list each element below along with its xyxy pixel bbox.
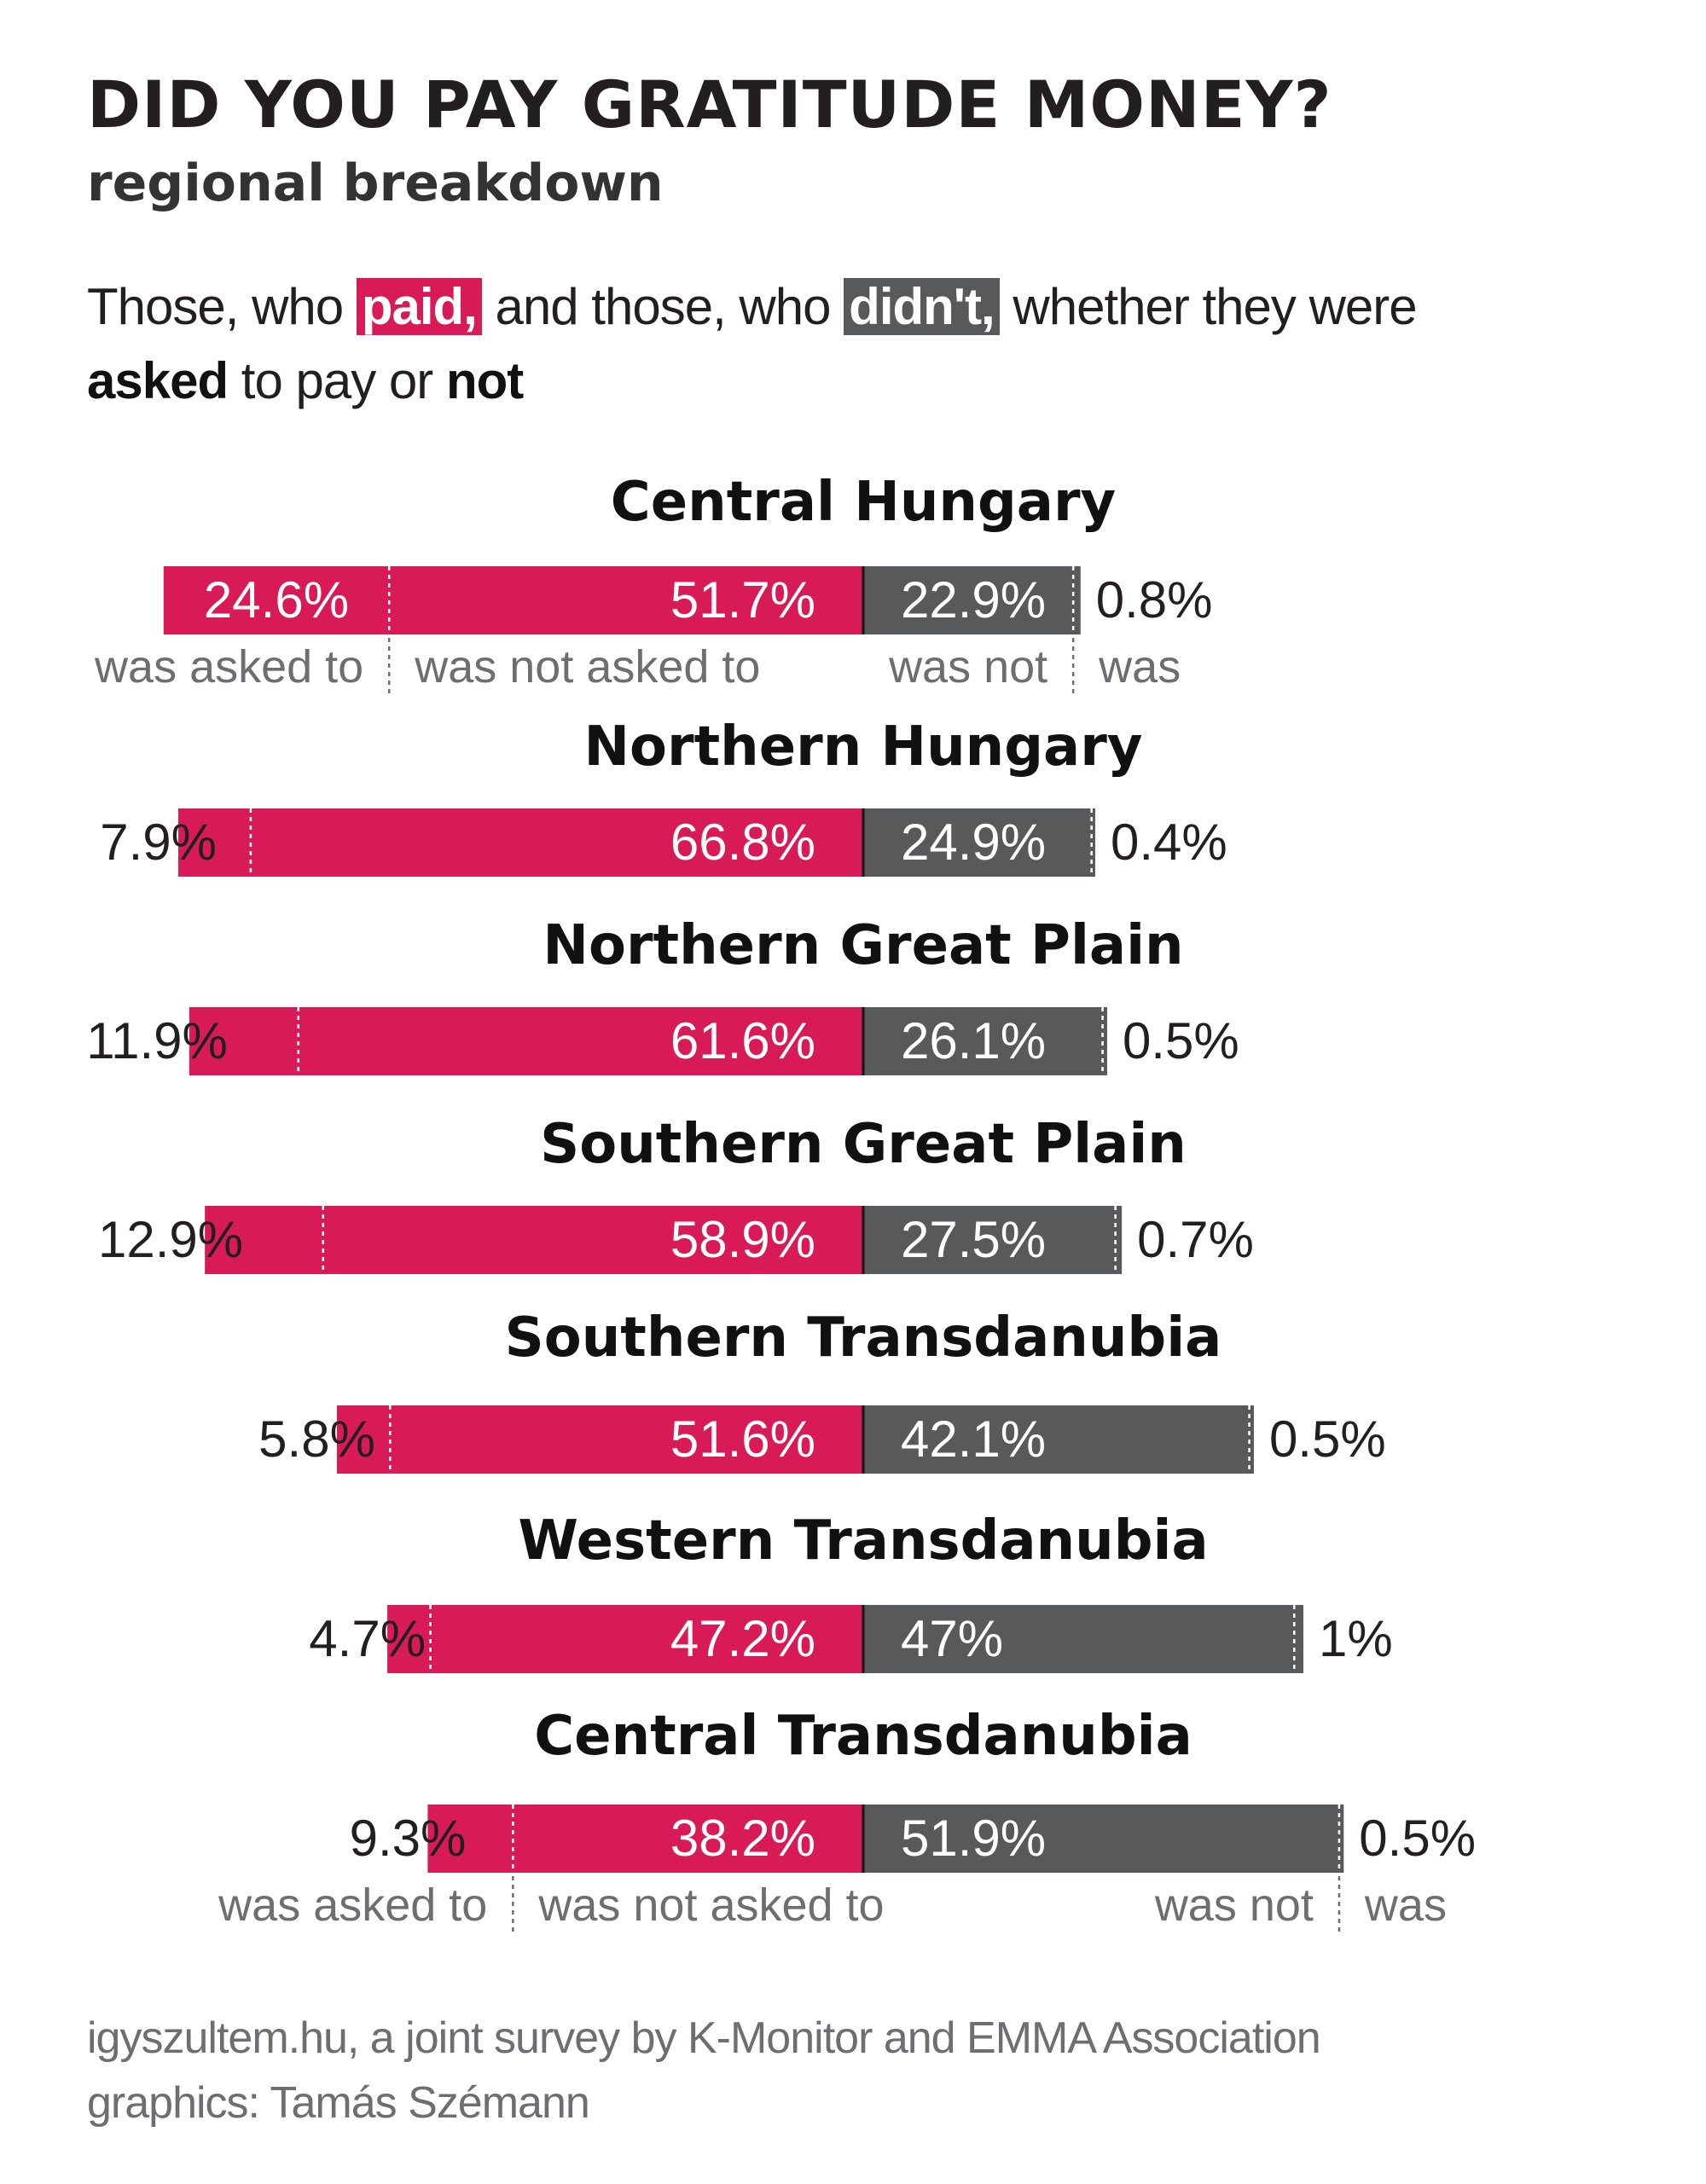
value-label-didnt-not: 27.5%	[901, 1211, 1046, 1268]
paid-bar	[189, 1007, 863, 1075]
didnt-bar	[863, 1805, 1344, 1873]
value-label-paid-not-asked: 47.2%	[670, 1610, 815, 1667]
region-title-southern-great-plain: Southern Great Plain	[540, 1113, 1187, 1176]
value-label-paid-asked: 5.8%	[258, 1411, 375, 1468]
didnt-bar	[863, 1605, 1303, 1673]
value-label-paid-not-asked: 51.7%	[670, 571, 815, 629]
paid-bar	[177, 808, 864, 877]
intro-line-1: Those, who paid, and those, who didn't, …	[87, 277, 1418, 336]
chart-subtitle: regional breakdown	[87, 154, 664, 213]
segment-label-paid-not-asked: was not asked to	[537, 1880, 884, 1931]
didnt-bar	[863, 808, 1095, 877]
value-label-didnt-not: 26.1%	[901, 1012, 1046, 1069]
segment-label-didnt-was: was	[1098, 641, 1181, 692]
source-credit: igyszultem.hu, a joint survey by K-Monit…	[87, 2013, 1321, 2063]
value-label-didnt-was: 0.5%	[1269, 1411, 1386, 1468]
value-label-paid-asked: 24.6%	[204, 571, 349, 629]
value-label-didnt-was: 0.8%	[1096, 571, 1213, 629]
value-label-paid-not-asked: 66.8%	[670, 814, 815, 871]
value-label-didnt-was: 0.5%	[1359, 1810, 1476, 1867]
didnt-highlight: didn't,	[844, 278, 1000, 335]
segment-label-didnt-was: was	[1364, 1880, 1447, 1931]
value-label-paid-asked: 11.9%	[86, 1012, 228, 1069]
segment-label-didnt-not: was not	[888, 641, 1047, 692]
value-label-didnt-was: 1%	[1319, 1610, 1393, 1667]
intro-text: Those, who	[87, 278, 357, 335]
paid-bar	[163, 566, 863, 634]
segment-label-paid-asked: was asked to	[218, 1880, 487, 1931]
value-label-paid-not-asked: 61.6%	[670, 1012, 815, 1069]
region-title-northern-hungary: Northern Hungary	[583, 715, 1142, 779]
region-title-southern-transdanubia: Southern Transdanubia	[505, 1306, 1222, 1370]
value-label-paid-asked: 12.9%	[98, 1211, 243, 1268]
paid-bar	[205, 1206, 863, 1274]
value-label-paid-asked: 4.7%	[309, 1610, 426, 1667]
value-label-didnt-not: 47%	[901, 1610, 1003, 1667]
value-label-paid-asked: 9.3%	[350, 1810, 467, 1867]
region-title-central-hungary: Central Hungary	[611, 471, 1116, 534]
value-label-didnt-was: 0.5%	[1123, 1012, 1239, 1069]
intro-text: to pay or	[228, 352, 446, 409]
segment-label-paid-not-asked: was not asked to	[414, 641, 760, 692]
intro-text: whether they were	[999, 278, 1417, 335]
didnt-bar	[863, 566, 1081, 634]
value-label-paid-not-asked: 51.6%	[670, 1411, 815, 1468]
value-label-didnt-not: 24.9%	[901, 814, 1046, 871]
region-title-northern-great-plain: Northern Great Plain	[543, 914, 1183, 977]
paid-highlight: paid,	[356, 278, 482, 335]
value-label-didnt-not: 51.9%	[901, 1810, 1046, 1867]
value-label-paid-not-asked: 58.9%	[670, 1211, 815, 1268]
graphics-credit: graphics: Tamás Szémann	[87, 2078, 590, 2128]
didnt-bar	[863, 1206, 1123, 1274]
segment-label-didnt-not: was not	[1154, 1880, 1314, 1931]
didnt-bar	[863, 1405, 1254, 1474]
not-emphasis: not	[445, 352, 524, 409]
value-label-didnt-not: 42.1%	[901, 1411, 1046, 1468]
asked-emphasis: asked	[87, 352, 229, 409]
didnt-bar	[863, 1007, 1107, 1075]
value-label-paid-asked: 7.9%	[100, 814, 217, 871]
paid-bar	[427, 1805, 863, 1873]
segment-label-paid-asked: was asked to	[94, 641, 363, 692]
value-label-didnt-not: 22.9%	[901, 571, 1046, 629]
region-title-western-transdanubia: Western Transdanubia	[518, 1509, 1208, 1573]
paid-bar	[336, 1405, 863, 1474]
intro-line-2: asked to pay or not	[87, 351, 524, 410]
chart-title: DID YOU PAY GRATITUDE MONEY?	[87, 67, 1332, 142]
value-label-didnt-was: 0.4%	[1111, 814, 1227, 871]
paid-bar	[387, 1605, 863, 1673]
region-title-central-transdanubia: Central Transdanubia	[534, 1705, 1192, 1768]
intro-text: and those, who	[481, 278, 844, 335]
value-label-didnt-was: 0.7%	[1137, 1211, 1254, 1268]
value-label-paid-not-asked: 38.2%	[670, 1810, 815, 1867]
